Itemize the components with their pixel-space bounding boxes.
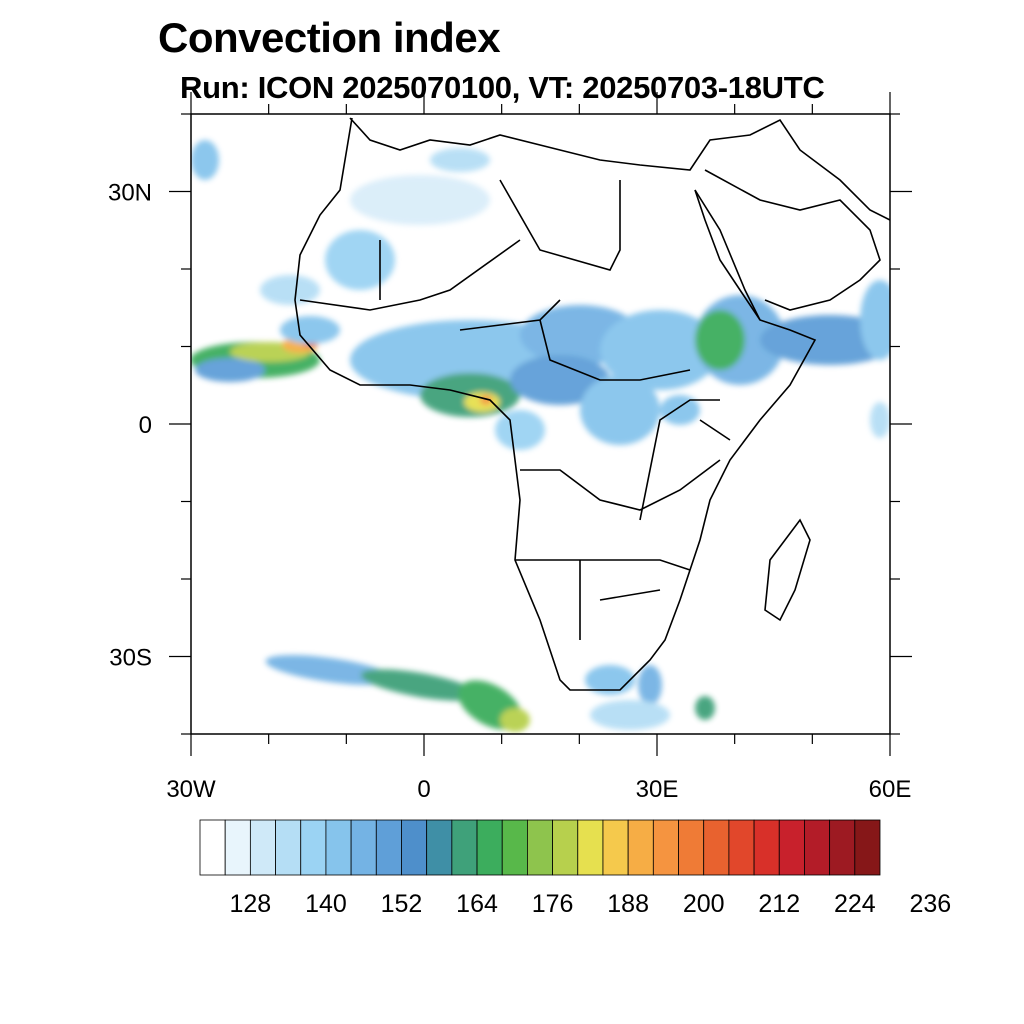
colorbar-swatch <box>804 819 831 876</box>
lon-tick-label: 30E <box>636 776 679 803</box>
colorbar-labels: 128 140 152 164 176 188 200 212 224 236 <box>230 890 952 918</box>
map-title: Convection index <box>158 14 501 61</box>
colorbar-swatch <box>552 819 579 876</box>
colorbar-swatch <box>728 819 755 876</box>
colorbar-label: 140 <box>305 890 347 918</box>
colorbar-swatch <box>350 819 377 876</box>
lat-tick-label: 30N <box>108 180 152 207</box>
colorbar-label: 176 <box>532 890 574 918</box>
axis-ticks <box>169 92 912 756</box>
colorbar-swatch <box>577 819 604 876</box>
colorbar-label: 128 <box>230 890 272 918</box>
colorbar-swatch <box>627 819 654 876</box>
colorbar-swatch <box>501 819 528 876</box>
colorbar-swatch <box>753 819 780 876</box>
colorbar-label: 200 <box>683 890 725 918</box>
coastlines <box>294 117 890 691</box>
colorbar-label: 236 <box>910 890 952 918</box>
colorbar-swatch <box>375 819 402 876</box>
colorbar <box>199 819 881 876</box>
colorbar-swatch <box>224 819 251 876</box>
colorbar-swatch <box>678 819 705 876</box>
convection-field <box>191 140 890 732</box>
colorbar-swatch <box>476 819 503 876</box>
colorbar-swatch <box>275 819 302 876</box>
colorbar-label: 188 <box>607 890 649 918</box>
colorbar-swatch <box>325 819 352 876</box>
lat-tick-label: 0 <box>139 412 152 439</box>
colorbar-swatch <box>300 819 327 876</box>
lon-tick-label: 0 <box>417 776 430 803</box>
colorbar-label: 224 <box>834 890 876 918</box>
colorbar-label: 212 <box>758 890 800 918</box>
map-subtitle: Run: ICON 2025070100, VT: 20250703-18UTC <box>180 70 825 105</box>
colorbar-swatch <box>652 819 679 876</box>
lon-tick-label: 60E <box>869 776 912 803</box>
colorbar-swatch <box>451 819 478 876</box>
axis-tick-labels: 30W 0 30E 60E 30N 0 30S <box>108 180 911 804</box>
colorbar-swatch <box>426 819 453 876</box>
lat-tick-label: 30S <box>109 645 152 672</box>
colorbar-swatch <box>602 819 629 876</box>
colorbar-swatch <box>703 819 730 876</box>
colorbar-swatch <box>829 819 856 876</box>
colorbar-swatch <box>199 819 226 876</box>
colorbar-swatch <box>401 819 428 876</box>
colorbar-swatch <box>527 819 553 876</box>
colorbar-label: 152 <box>381 890 423 918</box>
colorbar-swatch <box>249 819 276 876</box>
colorbar-label: 164 <box>456 890 498 918</box>
lon-tick-label: 30W <box>166 776 216 803</box>
colorbar-swatch <box>778 819 805 876</box>
colorbar-swatch <box>854 819 881 876</box>
